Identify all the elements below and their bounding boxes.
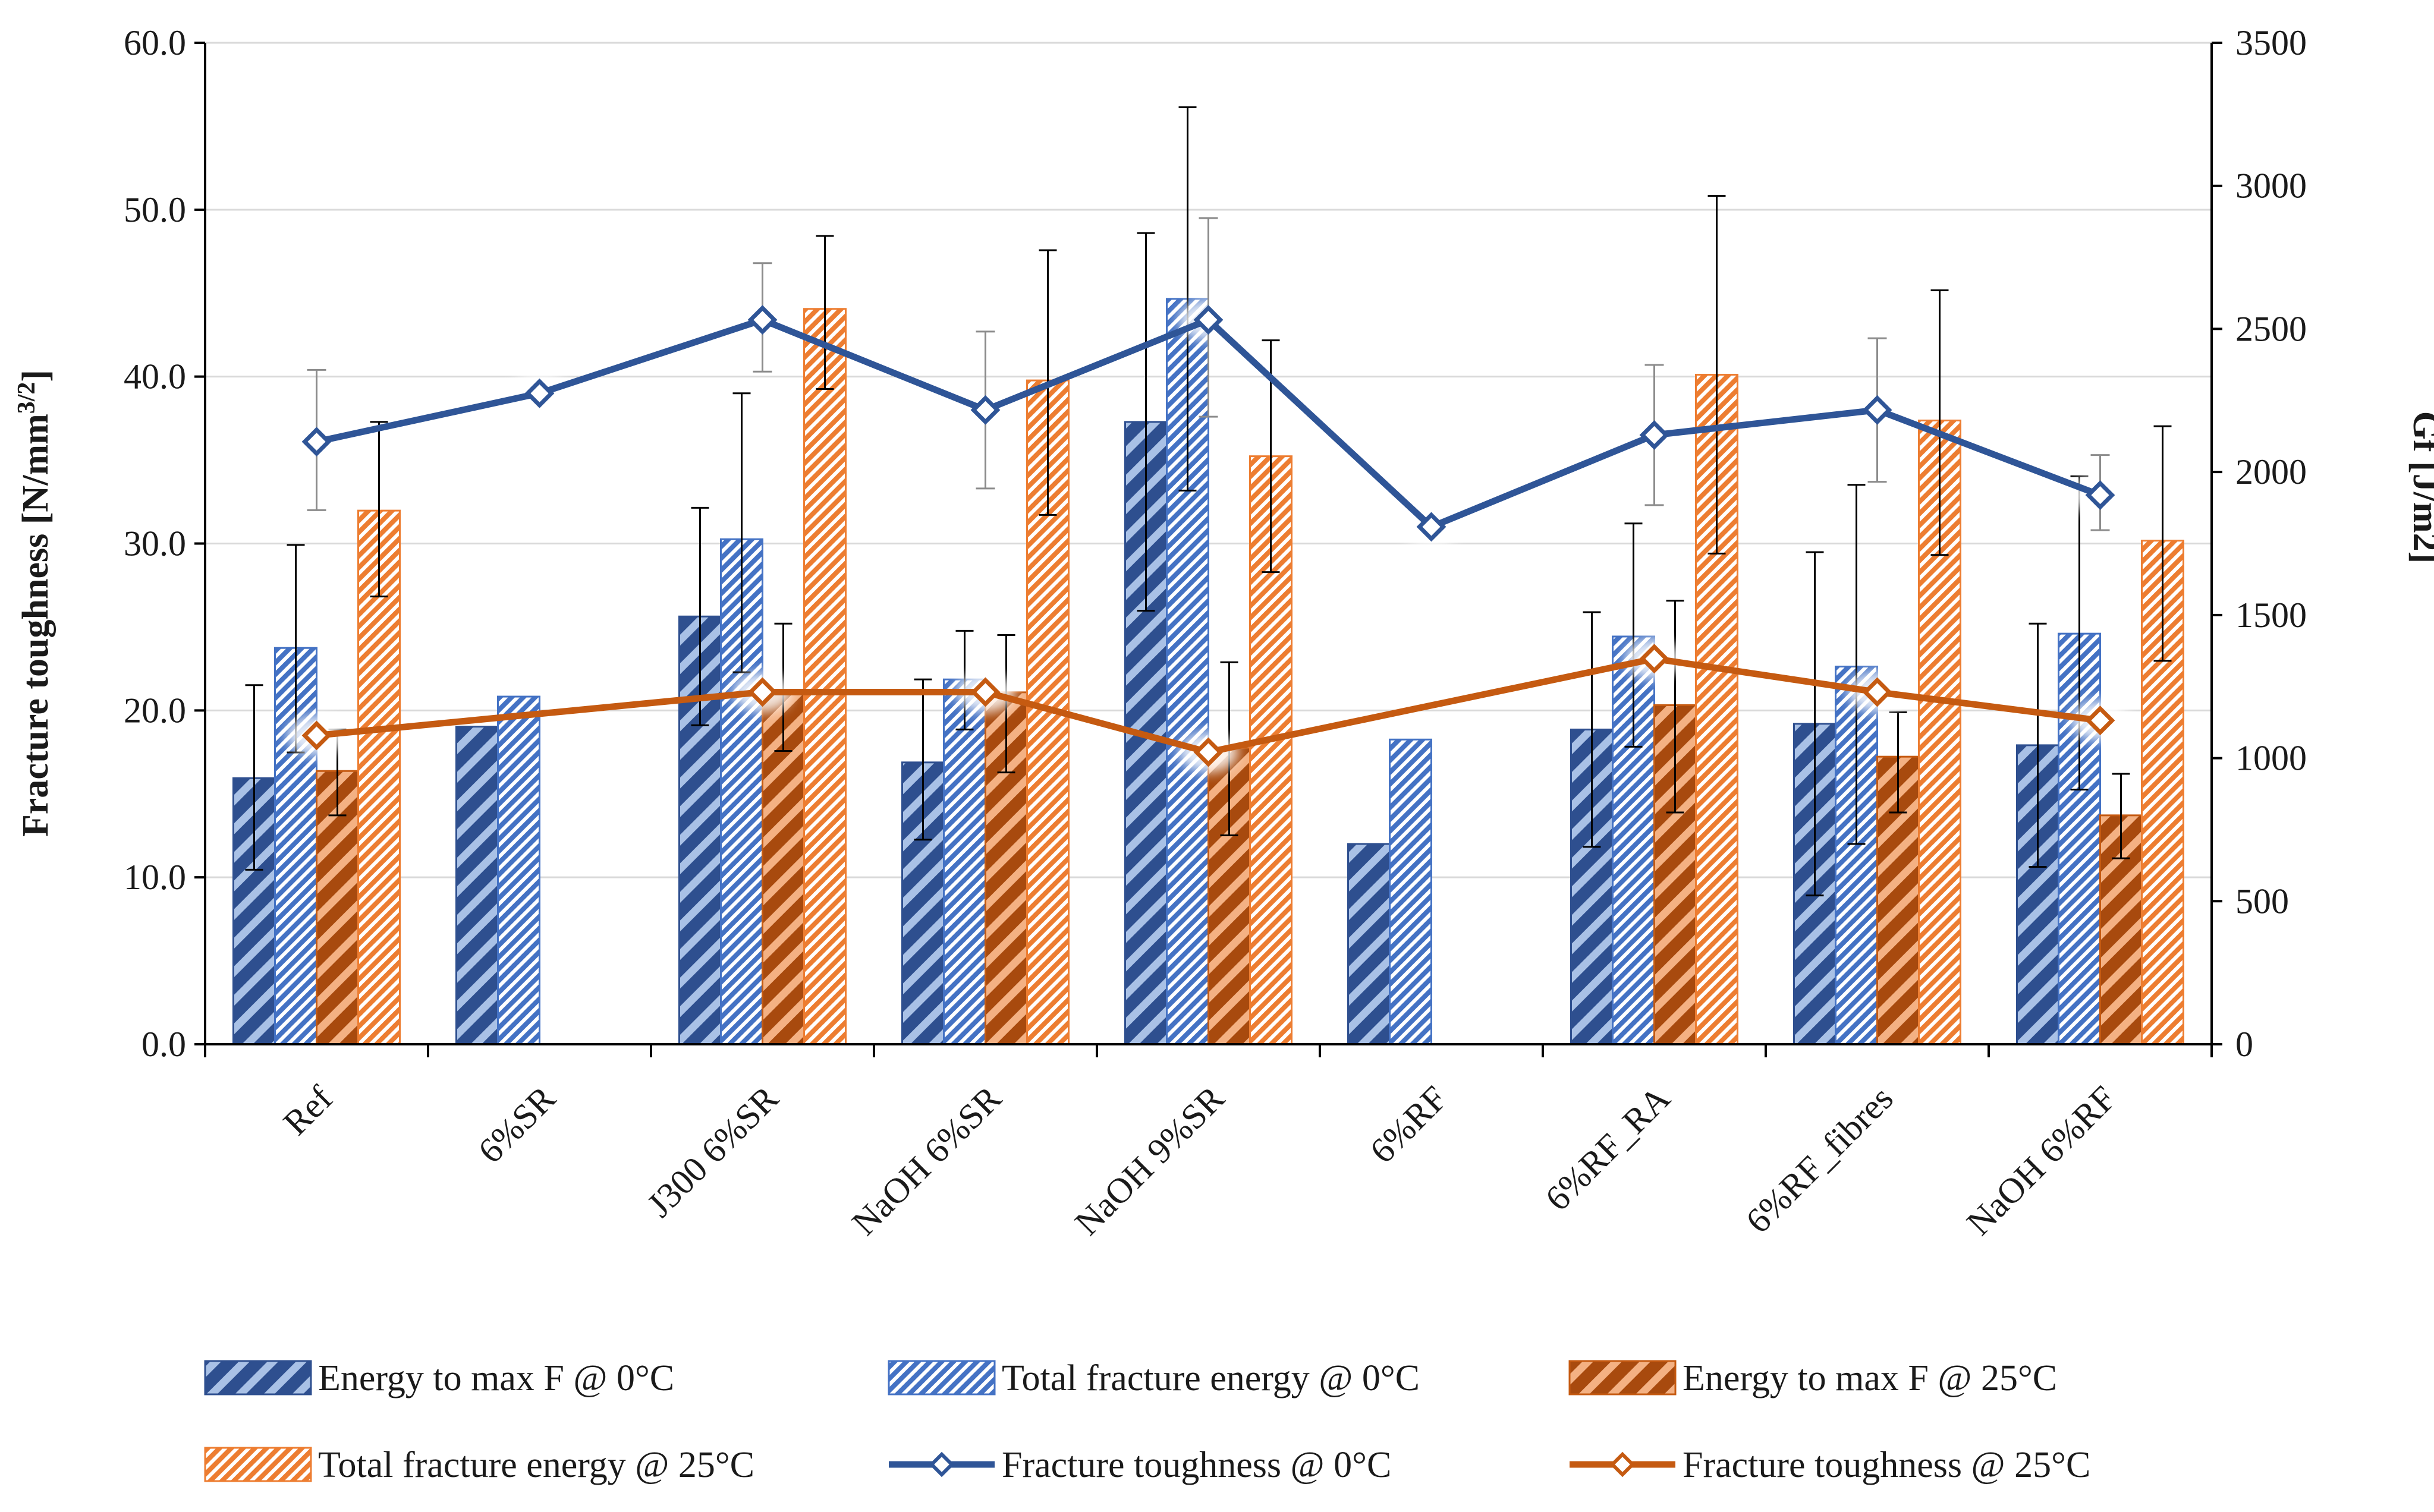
error-bar — [1847, 484, 1866, 845]
marker-fracture-toughness-0-c-naoh-9-sr — [1193, 305, 1224, 335]
y-left-tick-label: 30.0 — [124, 524, 186, 563]
legend-item-fracture-toughness-25-c: Fracture toughness @ 25°C — [1570, 1445, 2090, 1485]
marker-fracture-toughness-0-c-ref — [301, 427, 332, 457]
marker-fracture-toughness-0-c-6-rf — [1416, 512, 1446, 542]
y-right-tick-label: 1500 — [2235, 596, 2307, 635]
y-left-tick-label: 20.0 — [124, 691, 186, 730]
legend-swatch — [204, 1447, 312, 1482]
error-bar — [1137, 232, 1155, 612]
error-bar — [1583, 611, 1601, 848]
y-right-tick-label: 2500 — [2235, 309, 2307, 348]
legend-item-energy-to-max-f-0-c: Energy to max F @ 0°C — [204, 1358, 674, 1398]
x-category-label: NaOH 6%RF — [1959, 1079, 2123, 1243]
error-bar — [816, 235, 834, 390]
legend-swatch-marker — [1609, 1451, 1636, 1478]
error-bar — [1178, 106, 1197, 492]
y-right-tick-label: 2000 — [2235, 452, 2307, 492]
y-axis-right-title: Gf [J/m2] — [2405, 411, 2434, 564]
x-category-label: NaOH 9%SR — [1067, 1079, 1231, 1243]
y-right-tick-label: 3500 — [2235, 23, 2307, 62]
error-bar — [1624, 522, 1643, 748]
error-bar — [2029, 622, 2047, 868]
x-category-label: J300 6%SR — [640, 1079, 786, 1225]
marker-fracture-toughness-25-c-ref — [301, 720, 332, 751]
y-left-tick-label: 10.0 — [124, 858, 186, 897]
bar-total-fracture-energy-0-c-6-sr — [497, 695, 540, 1045]
y-left-tick-label: 50.0 — [124, 190, 186, 229]
marker-fracture-toughness-25-c-naoh-6-rf — [2085, 705, 2115, 736]
error-bar — [2153, 425, 2172, 662]
marker-fracture-toughness-25-c-6-rf-ra — [1639, 644, 1669, 674]
legend-label: Fracture toughness @ 0°C — [1002, 1445, 1391, 1485]
legend-item-total-fracture-energy-25-c: Total fracture energy @ 25°C — [204, 1445, 754, 1485]
marker-fracture-toughness-0-c-j300-6-sr — [747, 305, 778, 335]
legend-item-fracture-toughness-0-c: Fracture toughness @ 0°C — [889, 1445, 1391, 1485]
x-category-label: Ref — [276, 1079, 340, 1143]
error-bar — [245, 684, 263, 871]
error-bar — [914, 678, 932, 841]
bar-energy-to-max-f-25-c-ref — [316, 770, 359, 1045]
error-bar — [2070, 475, 2089, 791]
marker-fracture-toughness-0-c-naoh-6-rf — [2085, 480, 2115, 511]
axes: 0.0 10.0 20.0 30.0 40.0 50.0 60.0 0 500 1000 1500 2… — [124, 23, 2307, 1243]
x-category-label: 6%SR — [471, 1079, 563, 1171]
marker-fracture-toughness-0-c-6-rf-fibres — [1862, 395, 1892, 425]
x-category-label: 6%RF — [1363, 1079, 1455, 1171]
error-bar — [691, 506, 709, 726]
bar-total-fracture-energy-25-c-ref — [357, 509, 401, 1045]
legend: Energy to max F @ 0°C Total fracture ener… — [204, 1358, 2090, 1485]
legend-label: Total fracture energy @ 0°C — [1002, 1358, 1420, 1398]
x-category-label: NaOH 6%SR — [844, 1079, 1008, 1243]
line-series-group — [287, 217, 2130, 773]
y-right-tick-label: 0 — [2235, 1025, 2253, 1064]
marker-fracture-toughness-0-c-naoh-6-sr — [970, 395, 1001, 425]
y-right-tick-label: 3000 — [2235, 166, 2307, 206]
bar-total-fracture-energy-25-c-j300-6-sr — [803, 308, 847, 1045]
marker-fracture-toughness-25-c-6-rf-fibres — [1862, 677, 1892, 707]
error-bar — [370, 421, 388, 598]
marker-fracture-toughness-25-c-naoh-9-sr — [1193, 737, 1224, 767]
x-category-label: 6%RF_RA — [1537, 1079, 1677, 1218]
error-bar — [1889, 711, 1907, 814]
marker-fracture-toughness-25-c-naoh-6-sr — [970, 677, 1001, 707]
marker-fracture-toughness-25-c-j300-6-sr — [747, 677, 778, 707]
y-left-tick-label: 0.0 — [141, 1025, 186, 1064]
y-right-tick-label: 500 — [2235, 881, 2289, 921]
x-category-label: 6%RF_fibres — [1738, 1079, 1901, 1241]
legend-label: Total fracture energy @ 25°C — [318, 1445, 754, 1485]
y-left-tick-label: 40.0 — [124, 357, 186, 396]
legend-label: Energy to max F @ 25°C — [1683, 1358, 2057, 1398]
legend-label: Energy to max F @ 0°C — [318, 1358, 674, 1398]
error-bar — [1707, 195, 1726, 555]
error-bar — [1930, 289, 1949, 556]
legend-swatch — [204, 1360, 312, 1396]
legend-swatch — [888, 1360, 996, 1396]
error-bar — [1666, 600, 1684, 814]
marker-fracture-toughness-0-c-6-sr — [524, 378, 555, 408]
y-left-tick-label: 60.0 — [124, 23, 186, 62]
legend-swatch — [1568, 1360, 1677, 1396]
error-bar — [1806, 551, 1824, 897]
marker-fracture-toughness-0-c-6-rf-ra — [1639, 420, 1669, 450]
legend-item-energy-to-max-f-25-c: Energy to max F @ 25°C — [1568, 1358, 2057, 1398]
y-axis-left-title: Fracture toughness [N/mm3/2] — [13, 370, 56, 837]
y-right-tick-label: 1000 — [2235, 739, 2307, 778]
bar-energy-to-max-f-0-c-6-sr — [455, 726, 499, 1045]
legend-label: Fracture toughness @ 25°C — [1683, 1445, 2090, 1485]
legend-swatch-marker — [929, 1451, 955, 1478]
bar-series-group — [232, 106, 2184, 1045]
error-bar — [2112, 773, 2130, 859]
error-bar — [732, 392, 751, 673]
bar-total-fracture-energy-0-c-6-rf — [1389, 738, 1432, 1045]
legend-item-total-fracture-energy-0-c: Total fracture energy @ 0°C — [888, 1358, 1420, 1398]
bar-energy-to-max-f-0-c-6-rf — [1347, 843, 1391, 1045]
bar-total-fracture-energy-0-c-naoh-6-sr — [943, 678, 986, 1045]
